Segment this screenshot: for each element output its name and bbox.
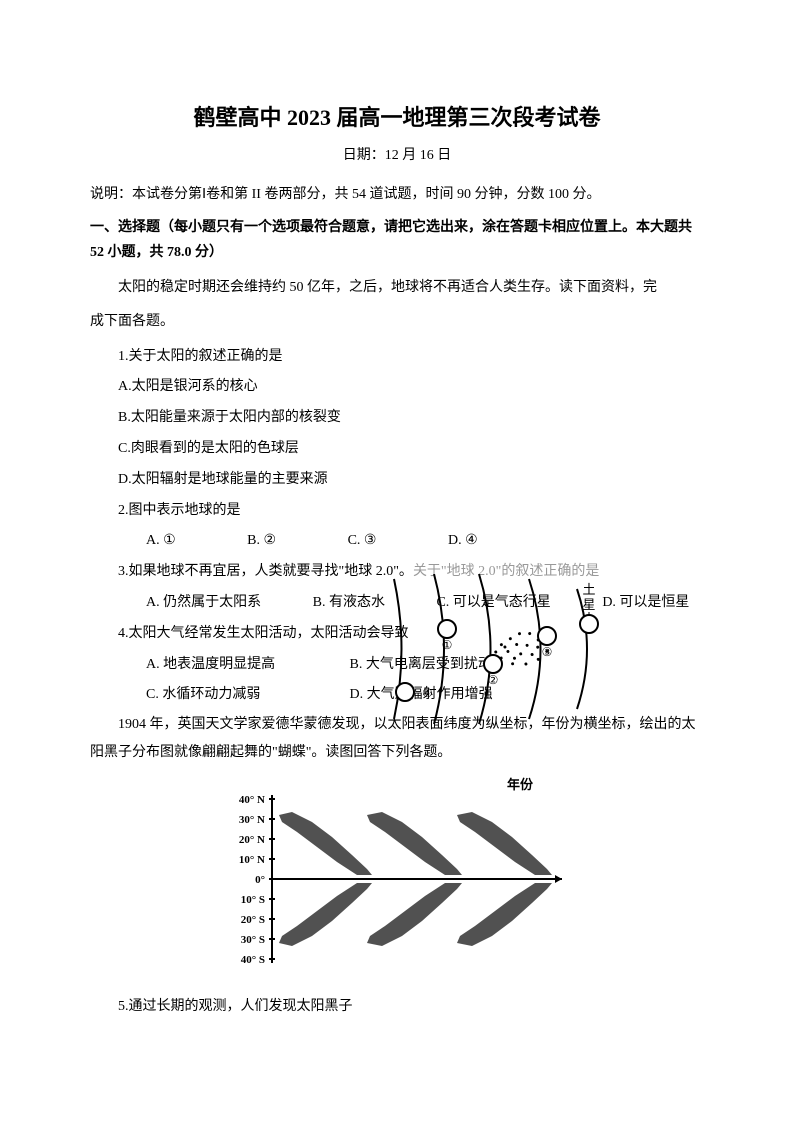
q2-option-b: B. ② [219, 526, 276, 557]
q1-option-b: B.太阳能量来源于太阳内部的核裂变 [90, 403, 450, 434]
instructions: 说明：本试卷分第Ⅰ卷和第 II 卷两部分，共 54 道试题，时间 90 分钟，分… [90, 182, 704, 207]
exam-title: 鹤壁高中 2023 届高一地理第三次段考试卷 [90, 100, 704, 132]
svg-text:0°: 0° [255, 874, 265, 886]
section-header: 一、选择题（每小题只有一个选项最符合题意，请把它选出来，涂在答题卡相应位置上。本… [90, 215, 704, 265]
exam-date: 日期：12 月 16 日 [90, 144, 704, 164]
butterfly-diagram: 年份 40° N 30° N 20° N 10° N 0° 10° S 20° … [217, 777, 577, 977]
svg-text:20° S: 20° S [241, 914, 265, 926]
q2-option-d: D. ④ [420, 526, 478, 557]
svg-text:③: ③ [542, 645, 553, 659]
passage-1-line-2: 成下面各题。 [90, 308, 704, 336]
svg-text:40° N: 40° N [239, 794, 265, 806]
svg-text:①: ① [442, 638, 453, 652]
q2-options: A. ① B. ② C. ③ D. ④ [90, 526, 704, 557]
q2-text: 2.图中表示地球的是 [90, 496, 704, 527]
q1-option-a: A.太阳是银河系的核心 [90, 372, 450, 403]
passage-1-line-1: 太阳的稳定时期还会维持约 50 亿年，之后，地球将不再适合人类生存。读下面资料，… [90, 274, 704, 302]
q1-option-d: D.太阳辐射是地球能量的主要来源 [90, 465, 450, 496]
q4-option-a: A. 地表温度明显提高 [118, 650, 318, 681]
q5-text: 5.通过长期的观测，人们发现太阳黑子 [90, 992, 704, 1023]
svg-text:10° N: 10° N [239, 854, 265, 866]
svg-text:土: 土 [582, 582, 595, 597]
svg-text:20° N: 20° N [239, 834, 265, 846]
q2-option-a: A. ① [118, 526, 176, 557]
solar-system-diagram: ① ② ③ ④ 土 星 [384, 574, 609, 724]
svg-text:④: ④ [422, 686, 433, 700]
q1-option-c: C.肉眼看到的是太阳的色球层 [90, 434, 450, 465]
svg-text:星: 星 [582, 597, 595, 612]
svg-text:30° N: 30° N [239, 814, 265, 826]
q2-option-c: C. ③ [320, 526, 377, 557]
svg-text:40° S: 40° S [241, 954, 265, 966]
year-label: 年份 [507, 777, 534, 792]
q4-option-c: C. 水循环动力减弱 [118, 680, 318, 711]
svg-text:10° S: 10° S [241, 894, 265, 906]
q1-text: 1.关于太阳的叙述正确的是 [90, 342, 450, 373]
butterfly-container: 年份 40° N 30° N 20° N 10° N 0° 10° S 20° … [90, 777, 704, 982]
content-wrap: 太阳的稳定时期还会维持约 50 亿年，之后，地球将不再适合人类生存。读下面资料，… [90, 274, 704, 1023]
q3-option-b: B. 有液态水 [285, 588, 385, 619]
svg-text:②: ② [488, 673, 499, 687]
svg-text:30° S: 30° S [241, 934, 265, 946]
q3-option-a: A. 仍然属于太阳系 [118, 588, 261, 619]
